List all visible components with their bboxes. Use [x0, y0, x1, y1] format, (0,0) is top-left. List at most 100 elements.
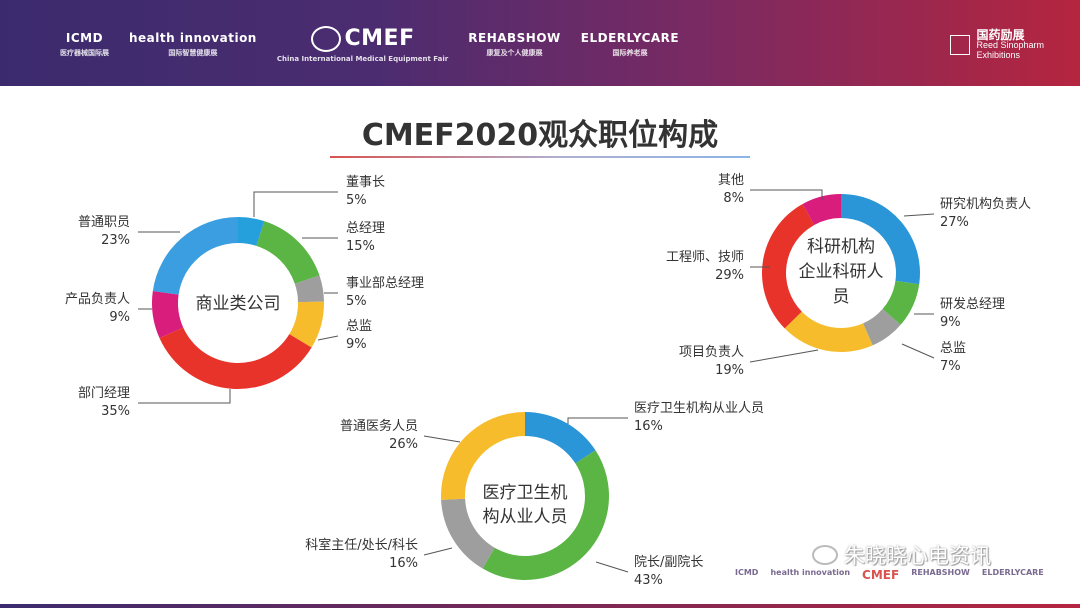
slice-leader-line: [750, 189, 823, 200]
reed-sinopharm-logo: 国药励展 Reed Sinopharm Exhibitions: [950, 28, 1044, 60]
donut-slice: [882, 280, 920, 325]
rehabshow-logo-sub: 康复及个人健康展: [486, 48, 543, 57]
reed-sinopharm-text: 国药励展 Reed Sinopharm Exhibitions: [976, 28, 1044, 60]
donut-center-label: 商业类公司: [196, 294, 281, 314]
slice-label: 工程师、技师: [666, 250, 744, 265]
slice-value-label: 19%: [715, 363, 744, 378]
donut-slice: [525, 412, 596, 464]
footer-logos: ICMD health innovation CMEF REHABSHOW EL…: [735, 568, 1044, 582]
slice-label: 科室主任/处长/科长: [305, 537, 418, 553]
cmef-logo: CMEF China International Medical Equipme…: [276, 25, 449, 63]
donut-slice: [802, 194, 841, 225]
rehabshow-logo-text: REHABSHOW: [468, 30, 561, 45]
donut-slice: [840, 194, 920, 285]
slice-leader-line: [253, 191, 338, 217]
slice-label: 部门经理: [78, 386, 130, 401]
slice-leader-line: [423, 435, 461, 443]
footer-logo-icmd: ICMD: [735, 568, 759, 577]
slice-leader-line: [595, 561, 629, 573]
reed-sinopharm-title: 国药励展: [976, 28, 1025, 42]
donut-center-label: 员: [833, 287, 850, 307]
slide-title: CMEF2020观众职位构成: [361, 118, 719, 153]
rehabshow-logo: REHABSHOW 康复及个人健康展: [468, 31, 561, 58]
slice-label: 产品负责人: [65, 292, 130, 307]
slice-label: 普通医务人员: [340, 418, 418, 434]
health-innovation-logo-text: health innovation: [129, 30, 257, 45]
elderlycare-logo-sub: 国际养老展: [612, 48, 648, 57]
slice-label: 普通职员: [78, 215, 130, 230]
donut-slice: [152, 291, 184, 339]
icmd-logo-text: ICMD: [65, 30, 104, 45]
donut-center-label: 科研机构: [807, 237, 875, 257]
slice-label: 其他: [718, 173, 744, 188]
slice-value-label: 15%: [346, 239, 375, 254]
reed-sinopharm-sub1: Reed Sinopharm: [976, 40, 1044, 50]
cmef-logo-sub: China International Medical Equipment Fa…: [276, 54, 449, 63]
donut-chart-2: 研究机构负责人 27% 研发总经理 9% 总监 7% 项目负责人 19% 工程师、技师 29% 其他…: [666, 173, 1031, 378]
slice-value-label: 7%: [940, 359, 961, 374]
cmef-logo-text: CMEF: [344, 26, 415, 51]
slice-label: 研发总经理: [940, 296, 1005, 312]
watermark-text: 朱晓晓心电资讯: [844, 544, 991, 568]
slice-leader-line: [901, 343, 935, 359]
donut-chart-3: 医疗卫生机构从业人员 16% 院长/副院长 43% 科室主任/处长/科长 16% 普通医务人…: [305, 401, 764, 588]
slice-label: 项目负责人: [679, 345, 744, 360]
donut-center-label: 企业科研人: [799, 262, 884, 282]
slice-leader-line: [138, 389, 231, 404]
reed-sinopharm-emblem-icon: [950, 35, 971, 55]
donut-slice: [482, 450, 610, 580]
footer-logo-health: health innovation: [770, 568, 851, 577]
donut-slice: [159, 327, 312, 389]
footer-logo-rehab: REHABSHOW: [911, 568, 970, 577]
elderlycare-logo-text: ELDERLYCARE: [580, 30, 680, 45]
slice-value-label: 16%: [634, 419, 663, 434]
health-innovation-logo: health innovation 国际智慧健康展: [129, 31, 257, 58]
donut-slice: [762, 203, 815, 329]
slice-leader-line: [903, 213, 935, 217]
donut-slice: [784, 311, 873, 352]
elderlycare-logo: ELDERLYCARE 国际养老展: [581, 31, 679, 58]
slice-value-label: 23%: [101, 233, 130, 248]
slice-label: 总监: [940, 341, 966, 356]
icmd-logo-sub: 医疗器械国际展: [60, 48, 109, 57]
donut-slice: [440, 412, 525, 500]
slice-label: 医疗卫生机构从业人员: [634, 401, 764, 416]
slice-value-label: 5%: [346, 294, 367, 309]
donut-center-label: 构从业人员: [483, 507, 568, 527]
slice-value-label: 5%: [346, 193, 367, 208]
donut-chart-1: 董事长 5% 总经理 15% 事业部总经理 5% 总监 9% 部门经理 35% 产品负责人 9% 普通职…: [65, 175, 424, 419]
slice-value-label: 9%: [109, 310, 130, 325]
watermark: 朱晓晓心电资讯: [812, 540, 991, 570]
donut-center-label: 医疗卫生机: [483, 483, 568, 503]
donut-slice: [152, 217, 238, 295]
slice-value-label: 26%: [389, 437, 418, 452]
slice-leader-line: [317, 335, 339, 341]
cmef-emblem-icon: [310, 25, 341, 52]
slice-value-label: 27%: [940, 215, 969, 230]
slice-value-label: 35%: [101, 404, 130, 419]
footer-bar: [0, 604, 1080, 608]
slice-leader-line: [749, 349, 819, 363]
slice-leader-line: [567, 417, 628, 424]
slice-label: 事业部总经理: [346, 276, 424, 291]
slice-value-label: 16%: [389, 556, 418, 571]
header-banner: ICMD 医疗器械国际展 health innovation 国际智慧健康展 C…: [0, 0, 1080, 86]
donut-slice: [256, 221, 320, 284]
title-underline: [330, 156, 750, 158]
donut-slice: [289, 301, 324, 348]
slice-leader-line: [423, 547, 453, 556]
slice-value-label: 29%: [715, 268, 744, 283]
header-logo-strip: ICMD 医疗器械国际展 health innovation 国际智慧健康展 C…: [60, 22, 679, 66]
slice-label: 总经理: [346, 221, 385, 236]
donut-slice: [238, 217, 265, 246]
donut-slice: [294, 275, 324, 303]
reed-sinopharm-sub2: Exhibitions: [976, 50, 1020, 60]
slice-label: 院长/副院长: [634, 555, 703, 570]
icmd-logo: ICMD 医疗器械国际展: [60, 31, 109, 58]
slice-label: 总监: [346, 319, 372, 334]
health-innovation-logo-sub: 国际智慧健康展: [168, 48, 218, 57]
donut-slice: [863, 309, 901, 346]
slice-value-label: 9%: [346, 337, 367, 352]
footer-logo-elderly: ELDERLYCARE: [981, 568, 1044, 577]
